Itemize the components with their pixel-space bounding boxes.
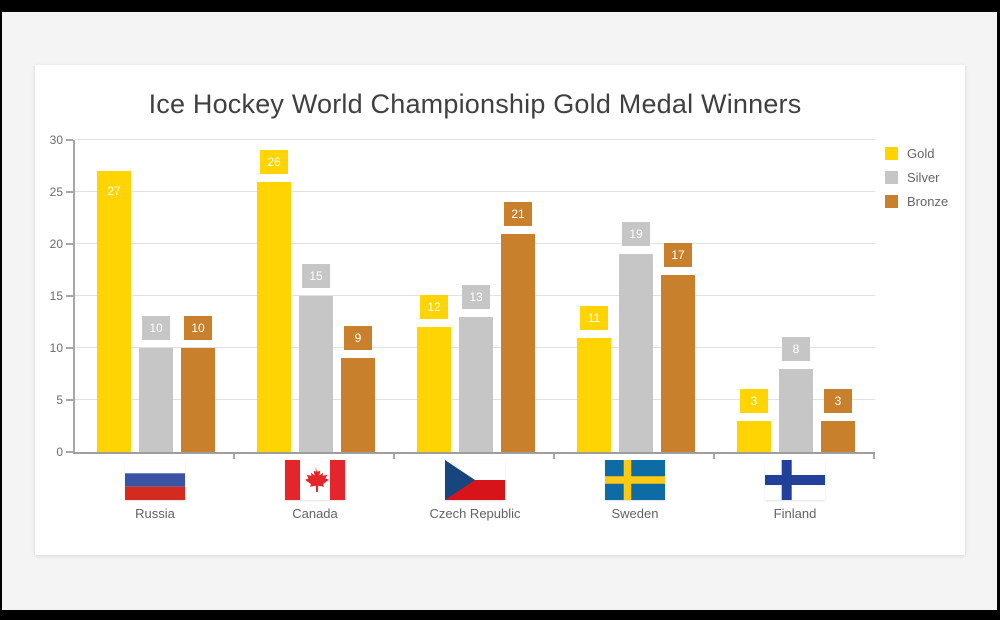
bar-bronze-czech-republic[interactable] xyxy=(501,233,535,452)
legend-item-silver[interactable]: Silver xyxy=(885,171,948,184)
legend-label: Bronze xyxy=(907,194,949,209)
data-label-gold-russia: 27 xyxy=(100,179,128,204)
bar-silver-sweden[interactable] xyxy=(619,254,653,452)
data-label-silver-russia: 10 xyxy=(142,316,170,340)
bar-bronze-sweden[interactable] xyxy=(661,275,695,452)
bar-gold-finland[interactable] xyxy=(737,420,771,452)
data-label-gold-canada: 26 xyxy=(260,149,288,174)
bar-bronze-finland[interactable] xyxy=(821,420,855,452)
bar-silver-finland[interactable] xyxy=(779,368,813,452)
legend-swatch-bronze-icon xyxy=(885,195,898,208)
y-axis-tick xyxy=(66,243,73,245)
y-axis-label-0: 0 xyxy=(56,445,63,459)
bar-bronze-canada[interactable] xyxy=(341,358,375,452)
plot-area: 0 5 10 15 20 25 30 27 26 12 11 3 10 15 13 19 8 10 9 21 17 3 xyxy=(50,133,875,459)
x-axis-tick xyxy=(713,454,715,459)
y-axis-tick xyxy=(66,295,73,297)
legend-item-bronze[interactable]: Bronze xyxy=(885,195,948,208)
y-axis-tick xyxy=(66,399,73,401)
x-axis-tick xyxy=(393,454,395,459)
category-label-czech-republic: Czech Republic xyxy=(429,506,521,521)
legend-label: Silver xyxy=(907,170,940,185)
bar-gold-canada[interactable] xyxy=(257,181,291,452)
y-axis-tick xyxy=(66,347,73,349)
data-label-bronze-finland: 3 xyxy=(824,388,852,413)
y-axis-label-15: 15 xyxy=(49,289,63,303)
data-label-bronze-canada: 9 xyxy=(344,326,372,351)
gridline-y-25 xyxy=(75,191,875,192)
category-label-canada: Canada xyxy=(292,506,338,521)
data-label-gold-czech-republic: 12 xyxy=(420,295,448,320)
data-label-silver-czech-republic: 13 xyxy=(462,284,490,309)
y-axis-label-25: 25 xyxy=(49,185,63,199)
legend-swatch-gold-icon xyxy=(885,147,898,160)
y-axis-label-10: 10 xyxy=(49,341,63,355)
flag-sweden-icon xyxy=(605,460,665,500)
data-label-silver-canada: 15 xyxy=(302,264,330,288)
bar-silver-canada[interactable] xyxy=(299,296,333,452)
data-label-bronze-sweden: 17 xyxy=(664,243,692,268)
gridline-y-30 xyxy=(75,139,875,140)
category-label-russia: Russia xyxy=(135,506,175,521)
legend: Gold Silver Bronze xyxy=(885,147,948,219)
data-label-silver-sweden: 19 xyxy=(622,222,650,247)
legend-swatch-silver-icon xyxy=(885,171,898,184)
y-axis-tick xyxy=(66,139,73,141)
x-axis-tick xyxy=(553,454,555,459)
data-label-bronze-russia: 10 xyxy=(184,316,212,340)
x-axis-line xyxy=(73,452,875,454)
flag-canada-icon xyxy=(285,460,345,500)
category-label-sweden: Sweden xyxy=(611,506,659,521)
data-label-gold-finland: 3 xyxy=(740,388,768,413)
bar-gold-sweden[interactable] xyxy=(577,337,611,452)
data-label-gold-sweden: 11 xyxy=(580,305,608,330)
bar-silver-russia[interactable] xyxy=(139,348,173,452)
bar-bronze-russia[interactable] xyxy=(181,348,215,452)
y-axis-line xyxy=(73,140,75,454)
x-axis-tick xyxy=(873,454,875,459)
legend-label: Gold xyxy=(907,146,935,161)
legend-item-gold[interactable]: Gold xyxy=(885,147,948,160)
chart-card: Ice Hockey World Championship Gold Medal… xyxy=(35,65,965,555)
category-label-finland: Finland xyxy=(773,506,817,521)
data-label-bronze-czech-republic: 21 xyxy=(504,201,532,226)
flag-czech-republic-icon xyxy=(445,460,505,500)
data-label-silver-finland: 8 xyxy=(782,336,810,361)
bar-gold-czech-republic[interactable] xyxy=(417,327,451,452)
flag-finland-icon xyxy=(765,460,825,500)
y-axis-tick xyxy=(66,191,73,193)
x-axis-tick xyxy=(233,454,235,459)
chart-title: Ice Hockey World Championship Gold Medal… xyxy=(148,89,802,119)
y-axis-tick xyxy=(66,451,73,453)
bar-gold-russia[interactable] xyxy=(97,171,131,452)
y-axis-label-20: 20 xyxy=(49,237,63,251)
gridline-y-20 xyxy=(75,243,875,244)
flag-russia-icon xyxy=(125,460,185,500)
page-background: Ice Hockey World Championship Gold Medal… xyxy=(2,12,997,610)
y-axis-label-30: 30 xyxy=(49,133,63,147)
y-axis-label-5: 5 xyxy=(56,393,63,407)
bar-silver-czech-republic[interactable] xyxy=(459,316,493,452)
